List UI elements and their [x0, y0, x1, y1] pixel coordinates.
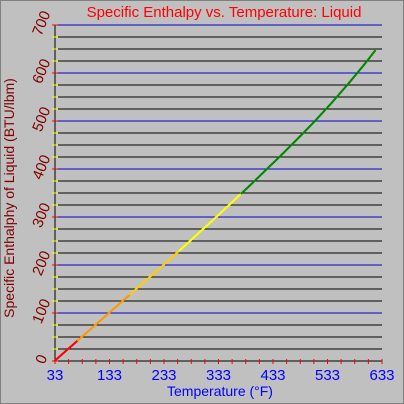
y-tick-label: 500 — [29, 105, 54, 135]
y-axis-label: Specific Enthalphy of Liquid (BTU/lbm) — [1, 78, 17, 318]
data-point — [313, 120, 316, 122]
data-point — [215, 215, 218, 218]
data-point — [101, 317, 104, 320]
data-point — [68, 346, 71, 349]
data-point — [183, 245, 186, 248]
y-tick-label: 600 — [29, 57, 54, 87]
data-point — [150, 274, 153, 277]
x-tick-label: 133 — [97, 367, 122, 384]
data-point — [297, 136, 300, 139]
chart-title: Specific Enthalpy vs. Temperature: Liqui… — [87, 4, 362, 21]
y-tick-labels: 0 100 200 300 400 500 600 700 — [29, 9, 54, 367]
data-point — [117, 303, 120, 306]
data-point — [134, 288, 137, 291]
x-tick-label: 633 — [369, 367, 394, 384]
x-axis-label: Temperature (°F) — [167, 383, 273, 399]
data-point — [346, 83, 349, 86]
data-point — [330, 102, 333, 105]
enthalpy-curve — [54, 49, 376, 362]
data-point — [264, 168, 267, 171]
y-tick-label: 100 — [29, 297, 54, 327]
x-tick-label: 33 — [47, 367, 64, 384]
data-point — [54, 359, 56, 362]
tick-marks — [52, 24, 383, 364]
y-tick-label: 700 — [29, 9, 54, 39]
y-tick-label: 300 — [29, 201, 54, 231]
x-tick-label: 333 — [206, 367, 231, 384]
y-tick-label: 0 — [32, 352, 51, 366]
data-point — [248, 184, 251, 187]
data-point — [85, 332, 88, 335]
x-tick-label: 233 — [151, 367, 176, 384]
grid-lines — [54, 24, 382, 362]
y-tick-label: 200 — [29, 249, 54, 279]
y-tick-label: 400 — [29, 153, 54, 183]
data-point — [166, 260, 169, 263]
data-point — [232, 200, 235, 203]
data-point — [363, 63, 366, 66]
x-tick-label: 433 — [260, 367, 285, 384]
data-point — [373, 49, 376, 52]
x-tick-label: 533 — [315, 367, 340, 384]
data-point — [281, 153, 284, 156]
x-tick-labels: 33 133 233 333 433 533 633 — [47, 367, 395, 384]
data-point — [199, 230, 202, 233]
